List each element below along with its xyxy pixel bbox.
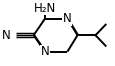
Text: H₂N: H₂N [33, 2, 56, 15]
Text: N: N [62, 12, 71, 25]
Text: N: N [40, 45, 49, 58]
Text: N: N [2, 29, 11, 42]
